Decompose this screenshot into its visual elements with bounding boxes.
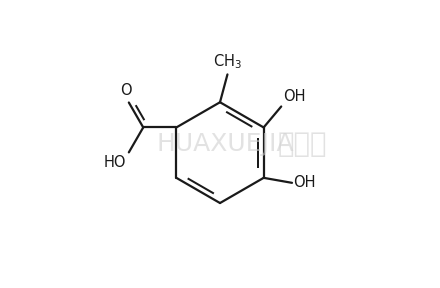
Text: HUAXUEJIA: HUAXUEJIA (157, 132, 294, 156)
Text: OH: OH (282, 89, 305, 104)
Text: CH$_3$: CH$_3$ (213, 52, 242, 71)
Text: 化学加: 化学加 (278, 130, 327, 158)
Text: O: O (120, 83, 132, 98)
Text: OH: OH (293, 175, 316, 190)
Text: HO: HO (103, 155, 126, 170)
